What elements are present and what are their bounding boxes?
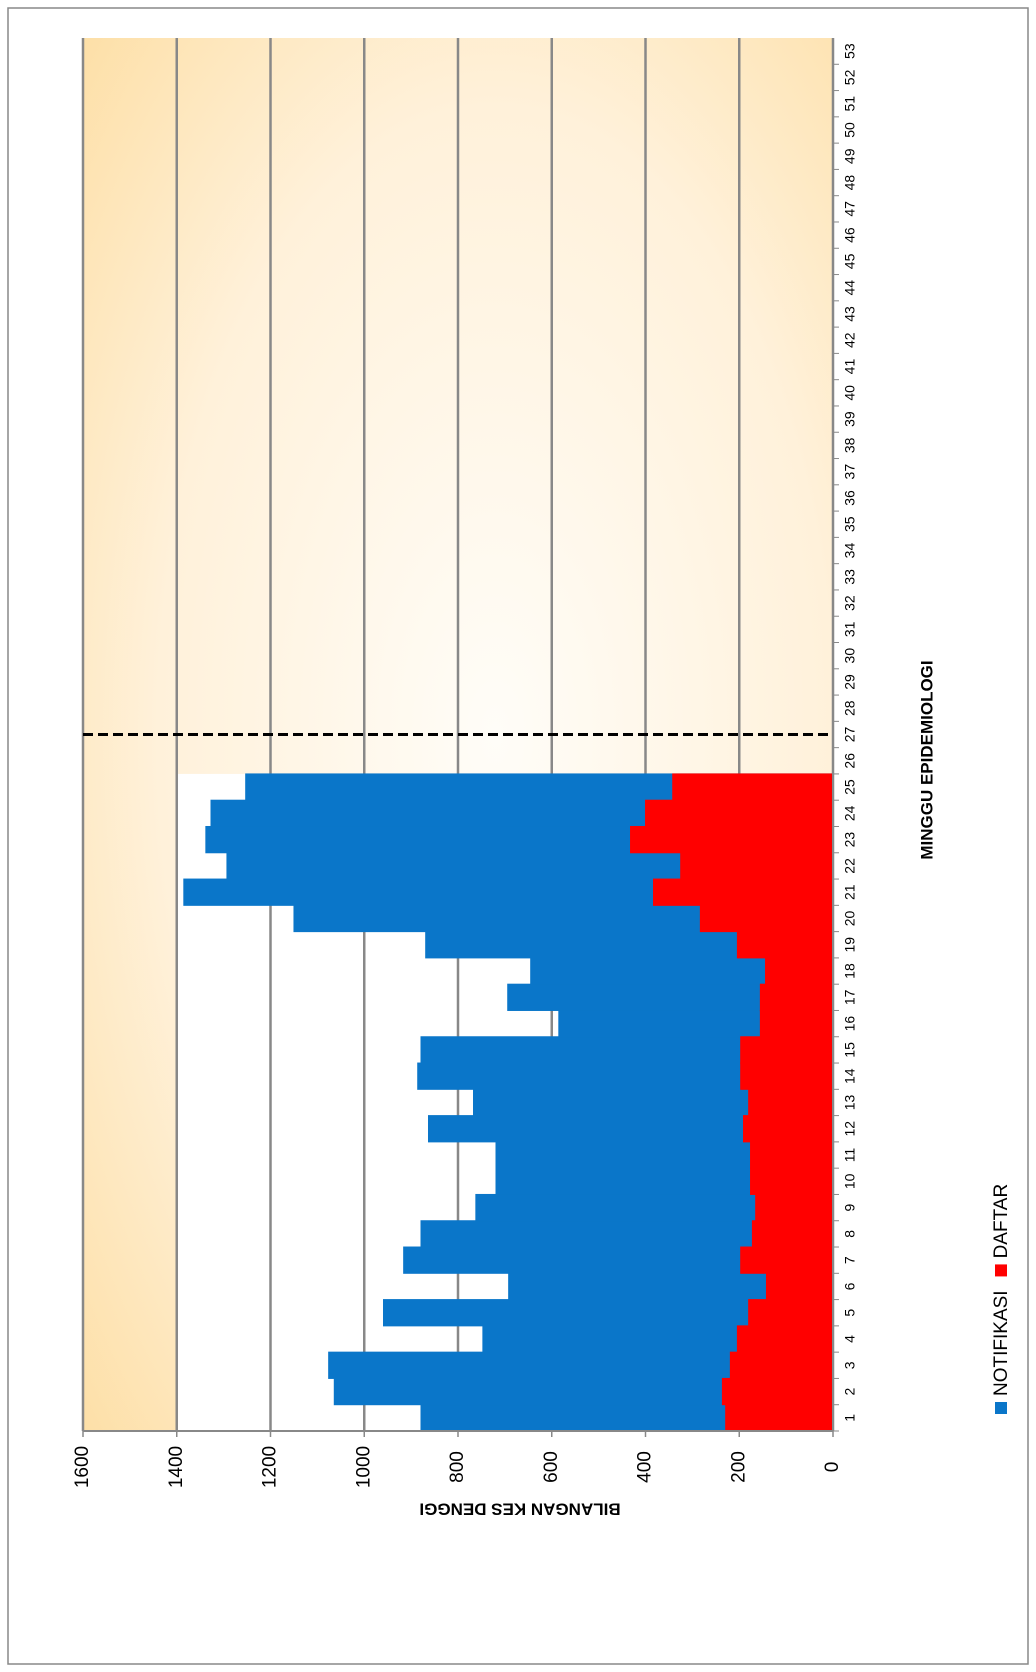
- x-tick-label: 49: [842, 148, 858, 164]
- area-step: [653, 878, 833, 906]
- x-tick-label: 41: [842, 359, 858, 375]
- legend-label: NOTIFIKASI: [991, 1290, 1012, 1396]
- area-step: [765, 1272, 833, 1301]
- area-step: [736, 1325, 833, 1353]
- x-tick-label: 27: [842, 727, 858, 743]
- x-axis-title: MINGGU EPIDEMIOLOGI: [917, 660, 936, 859]
- x-tick-label: 11: [842, 1148, 858, 1163]
- x-tick-label: 19: [842, 937, 858, 953]
- y-tick-label: 200: [728, 1451, 749, 1483]
- x-tick-label: 51: [842, 96, 858, 112]
- y-tick-label: 1600: [72, 1446, 93, 1488]
- x-tick-label: 34: [842, 543, 858, 559]
- x-tick-label: 17: [842, 989, 858, 1005]
- x-tick-label: 6: [842, 1282, 858, 1290]
- y-tick-label: 1400: [166, 1446, 187, 1488]
- x-tick-label: 32: [842, 595, 858, 611]
- x-tick-label: 13: [842, 1094, 858, 1110]
- x-tick-label: 3: [842, 1361, 858, 1369]
- x-tick-label: 53: [842, 43, 858, 59]
- area-step: [645, 799, 833, 827]
- x-tick-label: 15: [842, 1042, 858, 1058]
- x-tick-label: 14: [842, 1068, 858, 1084]
- x-tick-label: 7: [842, 1256, 858, 1264]
- legend-swatch: [995, 1264, 1007, 1277]
- area-step: [750, 1167, 833, 1195]
- x-tick-label: 26: [842, 753, 858, 769]
- x-tick-label: 5: [842, 1309, 858, 1317]
- x-tick-label: 10: [842, 1173, 858, 1189]
- x-tick-label: 28: [842, 700, 858, 716]
- x-tick-label: 21: [842, 884, 858, 900]
- x-tick-label: 24: [842, 805, 858, 821]
- x-tick-label: 31: [842, 621, 858, 637]
- x-tick-label: 39: [842, 411, 858, 427]
- area-step: [750, 1141, 833, 1169]
- area-step: [743, 1115, 833, 1143]
- x-tick-label: 33: [842, 569, 858, 585]
- x-tick-label: 9: [842, 1203, 858, 1211]
- legend-swatch: [995, 1402, 1007, 1414]
- area-step: [748, 1088, 833, 1117]
- area-step: [765, 957, 833, 985]
- y-tick-label: 1000: [353, 1446, 374, 1488]
- y-tick-label: 1200: [260, 1446, 281, 1488]
- x-tick-label: 23: [842, 832, 858, 848]
- x-tick-label: 2: [842, 1387, 858, 1395]
- x-tick-label: 44: [842, 280, 858, 296]
- x-tick-label: 42: [842, 332, 858, 348]
- x-tick-label: 22: [842, 858, 858, 874]
- x-tick-label: 36: [842, 490, 858, 506]
- area-step: [740, 1246, 833, 1274]
- area-step: [725, 1404, 833, 1432]
- x-tick-label: 47: [842, 201, 858, 217]
- y-tick-label: 400: [635, 1451, 656, 1483]
- x-tick-label: 38: [842, 437, 858, 453]
- x-tick-label: 25: [842, 779, 858, 795]
- x-tick-label: 45: [842, 253, 858, 269]
- area-step: [721, 1377, 833, 1406]
- area-step: [699, 904, 833, 933]
- x-tick-label: 52: [842, 69, 858, 85]
- x-tick-label: 20: [842, 910, 858, 926]
- x-tick-label: 35: [842, 516, 858, 532]
- y-axis-title: BILANGAN KES DENGGI: [419, 1500, 620, 1519]
- area-step: [736, 931, 833, 959]
- x-tick-label: 43: [842, 306, 858, 322]
- x-tick-label: 29: [842, 674, 858, 690]
- x-tick-label: 4: [842, 1335, 858, 1343]
- area-step: [672, 773, 833, 801]
- area-step: [630, 825, 833, 854]
- x-tick-label: 50: [842, 122, 858, 138]
- area-step: [759, 983, 833, 1011]
- x-tick-label: 8: [842, 1230, 858, 1238]
- y-tick-label: 600: [541, 1451, 562, 1483]
- y-tick-label: 0: [822, 1462, 843, 1473]
- x-tick-label: 18: [842, 963, 858, 979]
- x-tick-label: 12: [842, 1121, 858, 1137]
- area-step: [751, 1220, 833, 1248]
- legend-label: DAFTAR: [991, 1184, 1012, 1259]
- x-tick-label: 48: [842, 175, 858, 191]
- area-step: [680, 852, 833, 880]
- area-step: [748, 1299, 833, 1327]
- area-step: [729, 1351, 833, 1379]
- area-step: [740, 1062, 833, 1090]
- area-step: [755, 1193, 833, 1222]
- area-step: [759, 1009, 833, 1038]
- x-tick-label: 40: [842, 385, 858, 401]
- x-tick-label: 37: [842, 464, 858, 480]
- area-step: [740, 1036, 833, 1064]
- x-tick-label: 1: [842, 1414, 858, 1422]
- y-tick-label: 800: [447, 1451, 468, 1483]
- x-tick-label: 30: [842, 648, 858, 664]
- x-tick-label: 46: [842, 227, 858, 243]
- x-tick-label: 16: [842, 1016, 858, 1032]
